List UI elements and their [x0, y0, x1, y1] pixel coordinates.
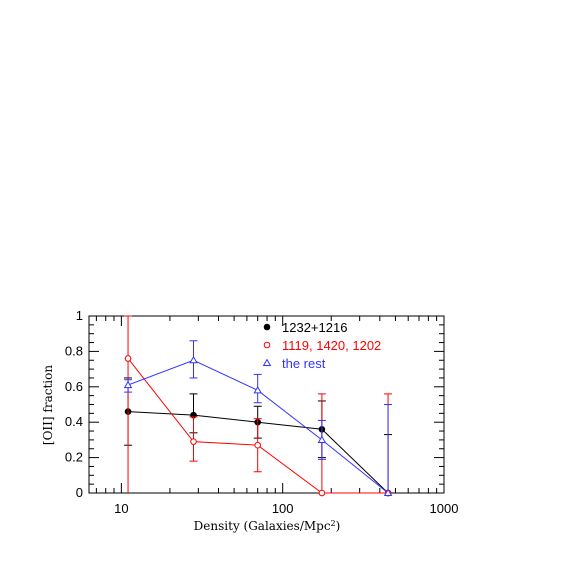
x-tick-label: 1000: [430, 501, 459, 516]
x-tick-label: 10: [114, 501, 128, 516]
legend-marker: [263, 323, 271, 331]
x-tick-label: 100: [272, 501, 294, 516]
legend-marker: [262, 358, 272, 367]
data-point: [317, 435, 327, 443]
data-point: [254, 441, 261, 449]
data-point: [190, 438, 197, 445]
y-tick-label: 0.8: [65, 343, 83, 358]
legend-entry: 1232+1216: [282, 320, 347, 335]
data-point: [124, 355, 132, 362]
data-point: [383, 488, 393, 497]
y-tick-label: 0.4: [65, 414, 83, 429]
data-point: [123, 380, 133, 389]
data-point: [318, 489, 326, 497]
series-2: [123, 340, 393, 497]
legend-marker: [263, 341, 271, 349]
legend-entry: 1119, 1420, 1202: [282, 338, 381, 353]
x-axis-title: Density (Galaxies/Mpc2): [194, 519, 341, 534]
y-tick-label: 0.2: [65, 450, 83, 465]
y-tick-label: 0: [76, 485, 83, 500]
data-point: [253, 385, 262, 394]
y-tick-label: 0.6: [65, 379, 83, 394]
data-point: [189, 355, 198, 364]
y-axis-title: [OII] fraction: [41, 365, 55, 445]
legend-entry: the rest: [282, 356, 326, 371]
y-tick-label: 1: [76, 308, 83, 323]
